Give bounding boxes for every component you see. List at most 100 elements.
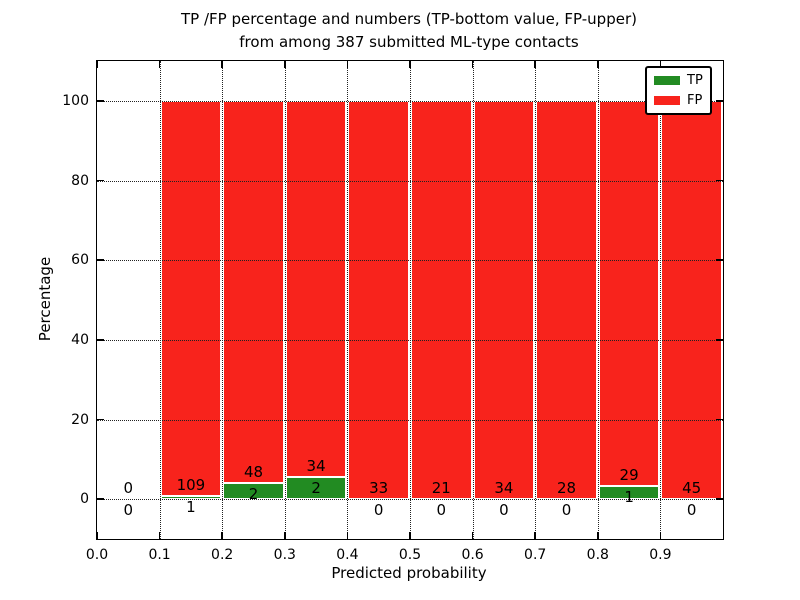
y-tick-mark [716,100,723,102]
legend-swatch-tp [654,76,680,85]
x-gridline [222,61,224,539]
tp-count-label: 0 [373,501,384,520]
y-tick-mark [716,259,723,261]
y-tick-label: 20 [71,411,89,428]
x-tick-label: 0.7 [524,547,547,563]
y-tick-mark [97,498,104,500]
y-tick-mark [716,179,723,182]
tp-count-label: 1 [624,487,634,506]
x-tick-label: 0.0 [85,547,109,563]
x-tick-label: 0.2 [211,547,234,563]
y-tick-label: 100 [62,92,89,109]
y-tick-mark [716,418,723,421]
x-tick-mark [284,532,286,539]
fp-count-label: 34 [306,457,326,476]
x-gridline [535,61,537,539]
tp-count-label: 0 [123,501,134,520]
x-axis-label: Predicted probability [331,564,487,582]
bar-fp-segment [160,100,222,496]
bar-tp-segment [223,483,284,500]
legend-label: FP [687,93,703,108]
x-tick-mark [346,532,349,539]
legend-item: FP [654,94,703,107]
x-gridline [597,61,599,539]
x-tick-label: 0.5 [398,547,422,563]
y-tick-mark [716,339,723,341]
chart-title: TP /FP percentage and numbers (TP-bottom… [96,8,722,54]
x-tick-mark [534,532,536,539]
legend-swatch-fp [654,96,680,105]
bar-fp-segment [536,100,597,500]
x-tick-label: 0.4 [336,547,359,563]
fp-count-label: 109 [176,475,206,494]
x-tick-mark [221,61,223,68]
x-gridline [284,61,286,539]
x-tick-mark [158,61,161,68]
tp-count-label: 0 [561,501,572,520]
tp-count-label: 0 [436,501,447,520]
bar-fp-segment [348,100,409,500]
x-tick-mark [409,61,411,68]
y-tick-mark [97,339,104,341]
tp-count-label: 2 [248,485,259,504]
bar-fp-segment [411,100,472,500]
x-tick-mark [471,61,474,68]
x-tick-mark [597,61,599,68]
bar-fp-segment [223,100,284,484]
y-tick-label: 60 [71,252,89,269]
fp-count-label: 29 [619,465,639,484]
x-tick-label: 0.8 [586,547,609,563]
x-gridline [472,61,474,539]
x-tick-mark [659,532,662,539]
x-gridline [347,61,349,539]
y-tick-mark [97,418,104,421]
x-tick-label: 0.3 [273,547,296,563]
x-tick-label: 0.1 [148,547,171,563]
plot-area: 0 0 109 1 48 2 34 2 33 0 21 0 34 0 28 0 29 1 45 0 0.0 0.1 0.2 0… [62,60,724,563]
bar-fp-segment [473,100,535,500]
fp-count-label: 0 [123,479,134,498]
bar-fp-segment [285,100,347,478]
tp-count-label: 0 [686,501,697,520]
x-gridline [410,61,411,539]
legend: TP FP [645,66,712,115]
chart-title-line1: TP /FP percentage and numbers (TP-bottom… [181,10,637,28]
x-tick-label: 0.9 [649,547,672,563]
x-gridline [159,61,161,539]
x-tick-mark [96,61,98,68]
fp-count-label: 21 [431,479,451,498]
x-tick-mark [597,532,599,539]
fp-count-label: 28 [556,479,577,498]
tp-count-label: 2 [311,479,321,498]
y-tick-mark [97,179,104,182]
x-tick-mark [96,532,98,539]
fp-count-label: 33 [369,479,389,498]
x-tick-mark [284,61,286,68]
y-tick-mark [97,100,104,102]
bar-tp-segment [285,477,347,500]
y-axis-label: Percentage [36,256,54,342]
chart-title-line2: from among 387 submitted ML-type contact… [239,33,579,51]
bar-fp-segment [661,100,722,500]
bar-fp-segment [598,100,660,486]
x-gridline [660,61,662,539]
tp-count-label: 1 [186,497,196,516]
x-tick-mark [659,61,662,68]
x-tick-mark [346,61,349,68]
y-tick-label: 0 [80,491,89,508]
x-tick-label: 0.6 [461,547,484,563]
x-tick-mark [534,61,536,68]
legend-label: TP [687,73,703,88]
bar-tp-segment [598,485,660,500]
x-tick-mark [221,532,223,539]
y-tick-mark [97,259,104,261]
x-tick-mark [158,532,161,539]
fp-count-label: 45 [682,479,702,498]
bar-tp-segment [160,495,222,500]
tp-count-label: 0 [499,501,509,520]
fp-count-label: 34 [494,479,514,498]
fp-count-label: 48 [243,463,264,482]
y-tick-label: 80 [71,172,89,189]
y-tick-label: 40 [71,331,89,348]
